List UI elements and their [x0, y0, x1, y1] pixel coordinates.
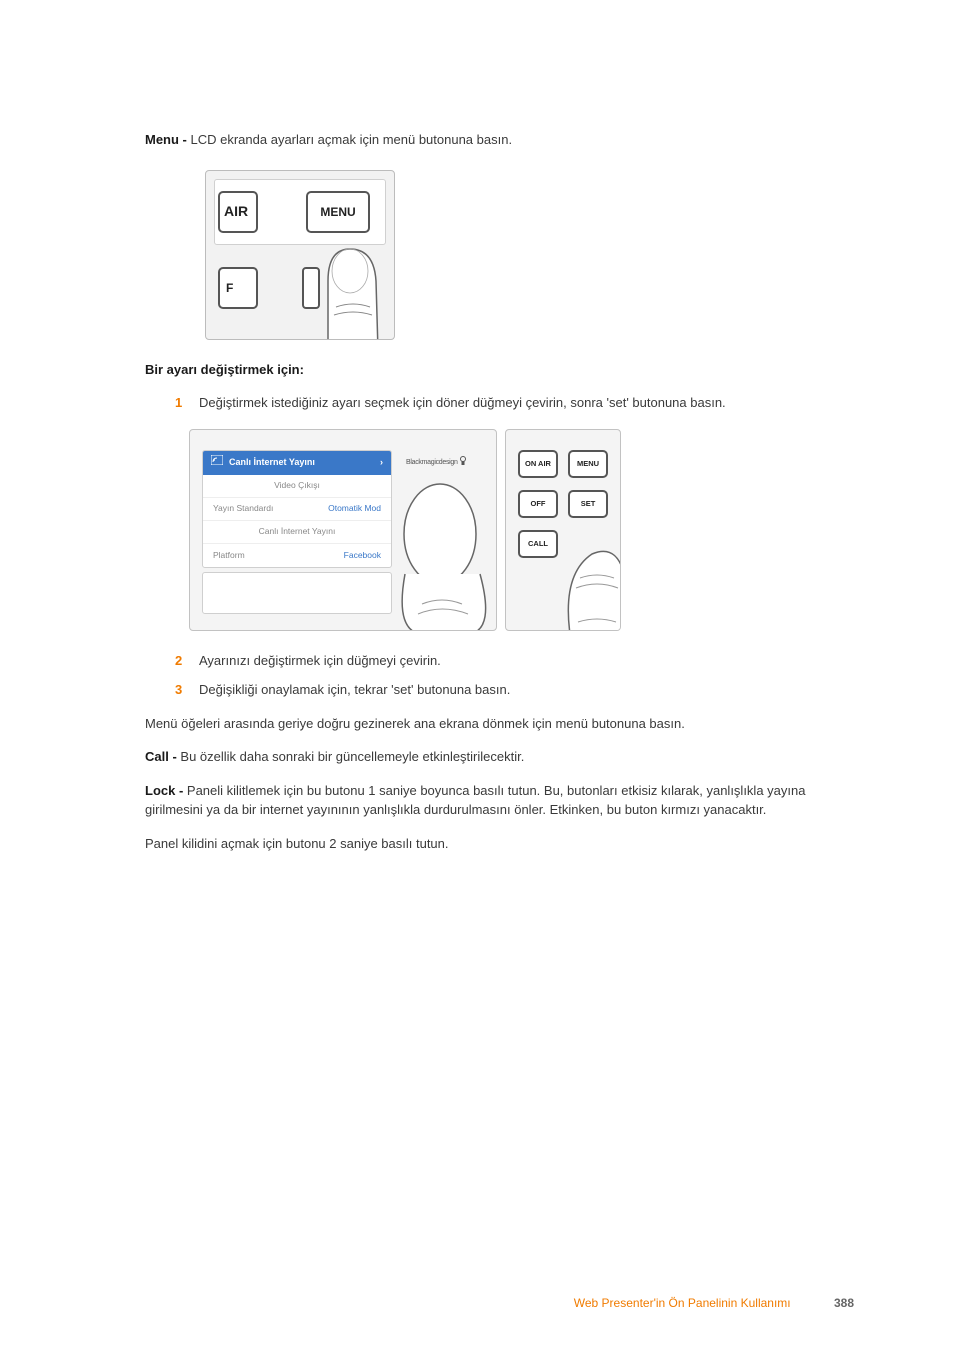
paragraph-lock: Lock - Paneli kilitlemek için bu butonu …	[145, 781, 809, 820]
set-button: SET	[568, 490, 608, 518]
onair-button: ON AIR	[518, 450, 558, 478]
lcd-screen: Canlı İnternet Yayını › Video Çıkışı Yay…	[202, 450, 392, 568]
menu-button-2: MENU	[568, 450, 608, 478]
lcd-row-live: Canlı İnternet Yayını	[203, 521, 391, 544]
step-3-number: 3	[175, 680, 199, 700]
lcd-header-title: Canlı İnternet Yayını	[229, 456, 315, 470]
step-3: 3 Değişikliği onaylamak için, tekrar 'se…	[175, 680, 809, 700]
brand-label: Blackmagicdesign	[406, 456, 467, 469]
call-text: Bu özellik daha sonraki bir güncellemeyl…	[180, 749, 524, 764]
lcd-header: Canlı İnternet Yayını ›	[203, 451, 391, 475]
paragraph-unlock: Panel kilidini açmak için butonu 2 saniy…	[145, 834, 809, 854]
lcd-platform-value: Facebook	[344, 549, 381, 562]
dial-hand-left	[400, 474, 497, 631]
menu-paragraph: Menu - LCD ekranda ayarları açmak için m…	[145, 130, 809, 150]
paragraph-call: Call - Bu özellik daha sonraki bir günce…	[145, 747, 809, 767]
stream-icon	[211, 455, 223, 470]
step-1-text: Değiştirmek istediğiniz ayarı seçmek içi…	[199, 393, 809, 413]
lcd-std-value: Otomatik Mod	[328, 502, 381, 515]
air-button: AIR	[218, 191, 258, 233]
step-1: 1 Değiştirmek istediğiniz ayarı seçmek i…	[175, 393, 809, 413]
thumb-illustration	[318, 241, 388, 340]
lcd-platform-label: Platform	[213, 549, 245, 562]
figure-hand-menu: AIR MENU F	[205, 170, 395, 340]
dial-hand-right	[562, 534, 621, 631]
lcd-row-platform: Platform Facebook	[203, 544, 391, 567]
lock-text: Paneli kilitlemek için bu butonu 1 saniy…	[145, 783, 805, 818]
lcd-footer-strip	[202, 572, 392, 614]
lcd-row-standard: Yayın Standardı Otomatik Mod	[203, 498, 391, 521]
footer-title: Web Presenter'in Ön Panelinin Kullanımı	[574, 1296, 791, 1310]
off-button: OFF	[518, 490, 558, 518]
call-label: Call -	[145, 749, 180, 764]
step-2-text: Ayarınızı değiştirmek için düğmeyi çevir…	[199, 651, 809, 671]
step-1-number: 1	[175, 393, 199, 413]
menu-button: MENU	[306, 191, 370, 233]
change-setting-heading: Bir ayarı değiştirmek için:	[145, 360, 809, 380]
panel-right: ON AIR MENU OFF SET CALL	[505, 429, 621, 631]
paragraph-menu-back: Menü öğeleri arasında geriye doğru gezin…	[145, 714, 809, 734]
call-button: CALL	[518, 530, 558, 558]
menu-text: LCD ekranda ayarları açmak için menü but…	[191, 132, 513, 147]
step-2: 2 Ayarınızı değiştirmek için düğmeyi çev…	[175, 651, 809, 671]
step-3-text: Değişikliği onaylamak için, tekrar 'set'…	[199, 680, 809, 700]
brand-icon	[459, 456, 467, 466]
footer-page-number: 388	[834, 1296, 854, 1310]
menu-label: Menu -	[145, 132, 191, 147]
f-button: F	[218, 267, 258, 309]
panel-left: Canlı İnternet Yayını › Video Çıkışı Yay…	[189, 429, 497, 631]
step-2-number: 2	[175, 651, 199, 671]
lcd-row-video: Video Çıkışı	[203, 475, 391, 498]
lock-label: Lock -	[145, 783, 187, 798]
lcd-std-label: Yayın Standardı	[213, 502, 273, 515]
figure-lcd-panel: Canlı İnternet Yayını › Video Çıkışı Yay…	[189, 429, 809, 631]
page-footer: Web Presenter'in Ön Panelinin Kullanımı …	[0, 1294, 954, 1312]
chevron-right-icon: ›	[380, 456, 383, 470]
